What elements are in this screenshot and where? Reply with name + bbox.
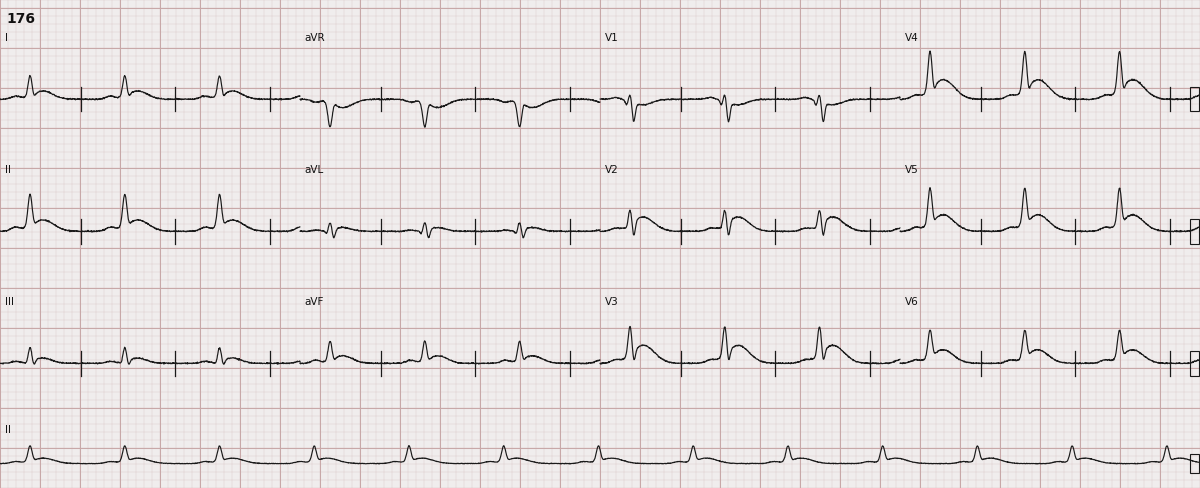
- Text: aVF: aVF: [305, 297, 324, 306]
- Text: V3: V3: [605, 297, 618, 306]
- Text: V2: V2: [605, 165, 618, 175]
- Bar: [1190, 454, 1199, 473]
- Text: aVL: aVL: [305, 165, 324, 175]
- Text: V5: V5: [905, 165, 918, 175]
- Text: II: II: [5, 165, 11, 175]
- Text: aVR: aVR: [305, 33, 325, 43]
- Bar: [1190, 88, 1199, 112]
- Text: V1: V1: [605, 33, 618, 43]
- Bar: [1190, 351, 1199, 376]
- Text: II: II: [5, 425, 11, 434]
- Text: I: I: [5, 33, 8, 43]
- Text: V4: V4: [905, 33, 918, 43]
- Text: V6: V6: [905, 297, 918, 306]
- Bar: [1190, 220, 1199, 244]
- Text: III: III: [5, 297, 14, 306]
- Text: 176: 176: [6, 12, 35, 26]
